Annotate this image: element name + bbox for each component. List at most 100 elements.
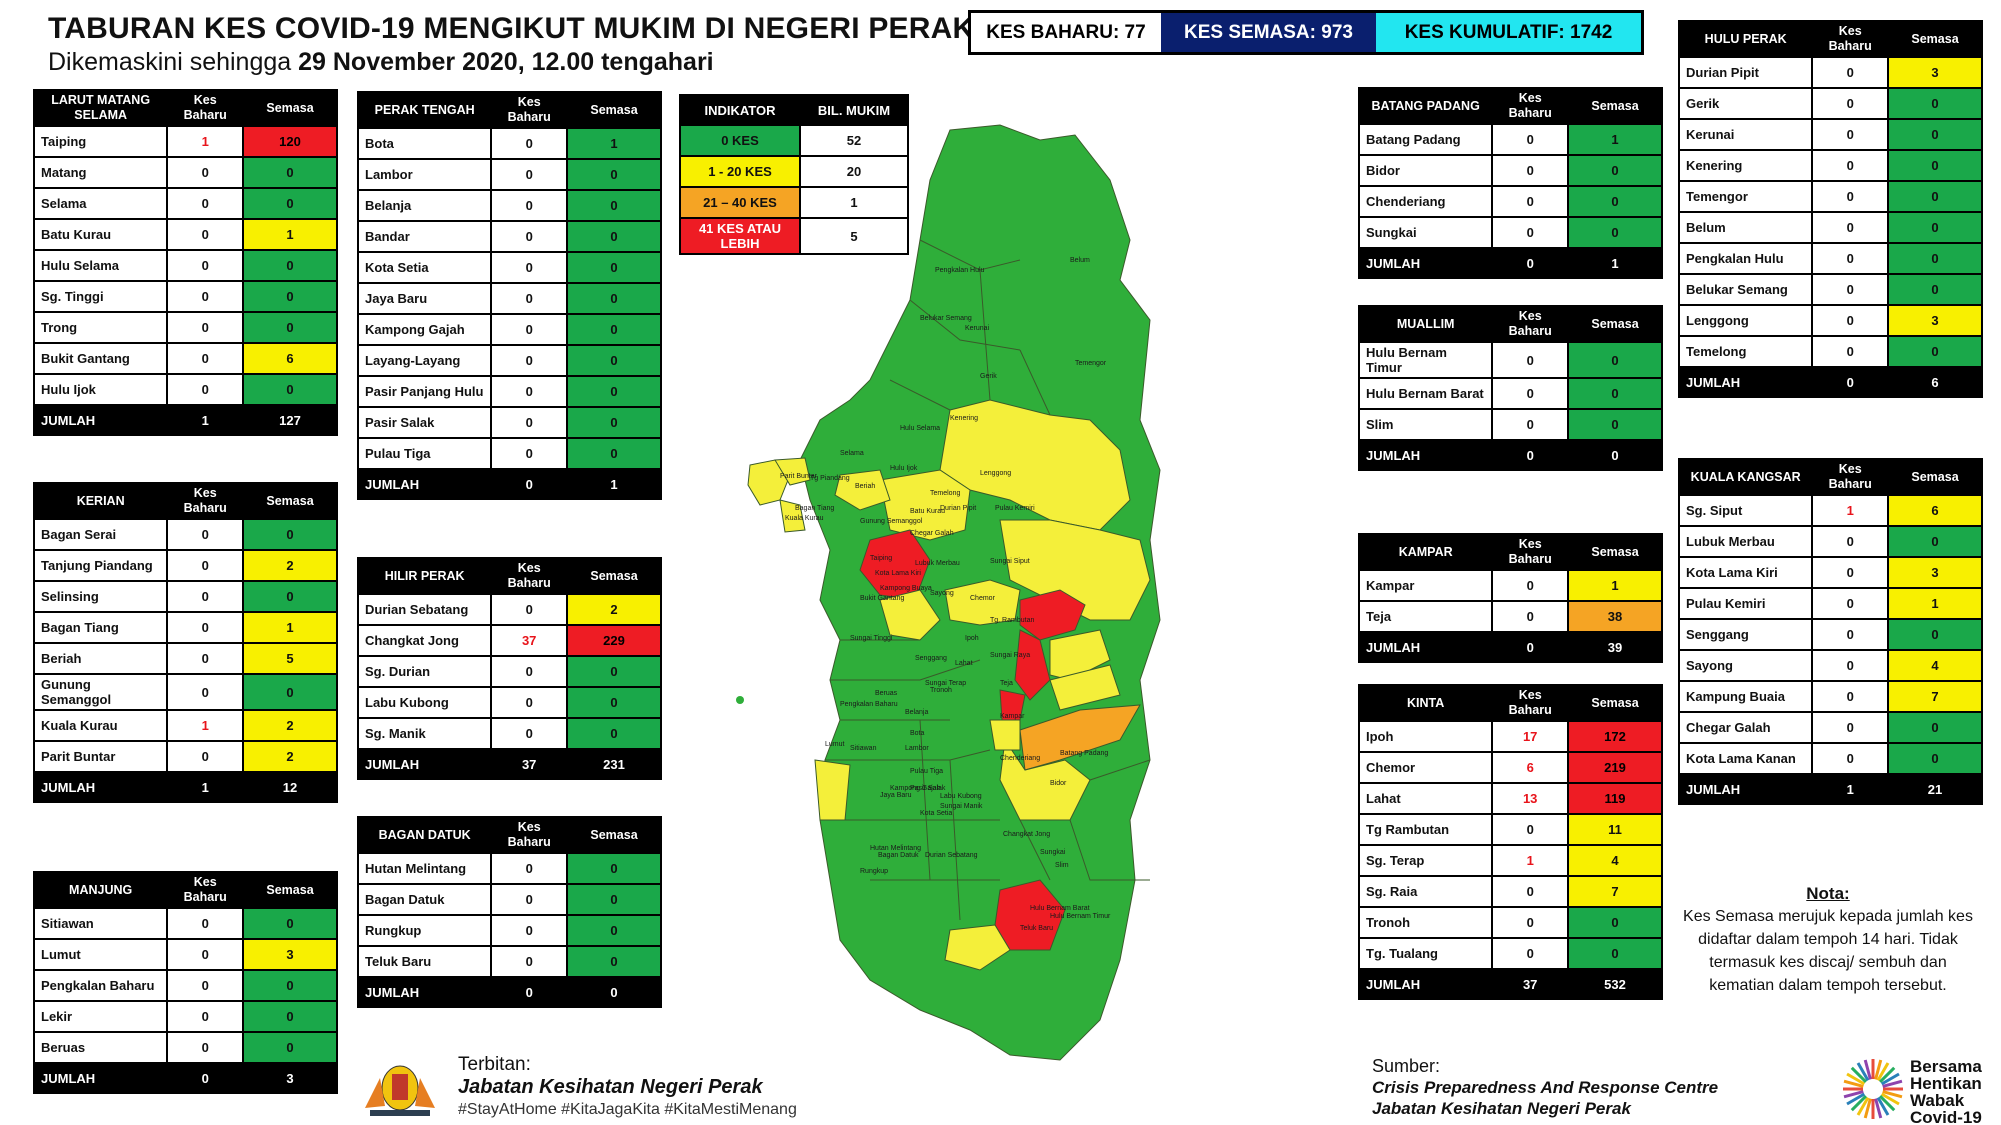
semasa-value: 6 — [242, 342, 338, 375]
total-label: JUMLAH — [1677, 773, 1814, 805]
map-region-bukit-gantang — [879, 589, 941, 641]
semasa-value: 0 — [1887, 742, 1983, 775]
total-semasa: 231 — [566, 748, 662, 780]
sumber-block: Sumber: Crisis Preparedness And Response… — [1372, 1056, 1718, 1119]
terbitan-org: Jabatan Kesihatan Negeri Perak — [458, 1076, 763, 1098]
stat-kes-baharu: KES BAHARU: 77 — [971, 13, 1161, 52]
total-semasa: 127 — [242, 404, 338, 436]
semasa-value: 119 — [1567, 782, 1663, 815]
map-region-tg-piandang — [774, 457, 811, 486]
semasa-value: 0 — [566, 282, 662, 315]
table-row: Sg. Manik 0 0 — [356, 717, 662, 750]
mukim-name: Chemor — [1357, 751, 1494, 784]
map-label: Bukit Gantang — [860, 595, 904, 602]
mukim-name: Kenering — [1677, 149, 1814, 182]
mukim-name: Hutan Melintang — [356, 852, 493, 885]
map-label: Senggang — [915, 655, 947, 662]
table-row: Tronoh 0 0 — [1357, 906, 1663, 939]
table-row: Beriah 0 5 — [32, 642, 338, 675]
table-row: Sg. Durian 0 0 — [356, 655, 662, 688]
map-region-sungai-raya — [1049, 664, 1121, 711]
stat-kes-semasa: KES SEMASA: 973 — [1161, 13, 1376, 52]
semasa-header: Semasa — [566, 816, 662, 854]
mukim-name: Changkat Jong — [356, 624, 493, 657]
mukim-name: Tg. Tualang — [1357, 937, 1494, 970]
table-row: Hulu Bernam Barat 0 0 — [1357, 377, 1663, 410]
kes-baharu-value: 0 — [166, 187, 245, 220]
total-baharu: 0 — [1491, 247, 1570, 279]
map-label: Gerik — [980, 373, 997, 380]
map-label: Lumut — [825, 741, 845, 748]
kes-baharu-value: 0 — [490, 437, 569, 470]
semasa-header: Semasa — [242, 871, 338, 909]
stat-kes-kumulatif: KES KUMULATIF: 1742 — [1376, 13, 1641, 52]
table-hulu-perak: HULU PERAK Kes Baharu Semasa Durian Pipit 0 3… — [1677, 20, 1983, 398]
table-row: Bukit Gantang 0 6 — [32, 342, 338, 375]
mukim-name: Selinsing — [32, 580, 169, 613]
semasa-value: 0 — [242, 673, 338, 711]
map-region-kuala-kurau — [779, 499, 806, 533]
table-row: Bagan Datuk 0 0 — [356, 883, 662, 916]
district-name-header: MUALLIM — [1357, 305, 1494, 343]
kes-baharu-header: Kes Baharu — [166, 482, 245, 520]
map-label: Kenering — [950, 415, 978, 422]
kes-baharu-value: 0 — [490, 127, 569, 160]
table-row: Belanja 0 0 — [356, 189, 662, 222]
kes-baharu-value: 0 — [490, 251, 569, 284]
district-name-header: LARUT MATANG SELAMA — [32, 89, 169, 127]
mukim-name: Pengkalan Hulu — [1677, 242, 1814, 275]
mukim-name: Tanjung Piandang — [32, 549, 169, 582]
mukim-name: Kota Setia — [356, 251, 493, 284]
map-label: Kuala Kurau — [785, 515, 824, 522]
total-label: JUMLAH — [1357, 439, 1494, 471]
mukim-name: Sg. Manik — [356, 717, 493, 750]
table-row: Bidor 0 0 — [1357, 154, 1663, 187]
mukim-name: Bidor — [1357, 154, 1494, 187]
semasa-value: 0 — [566, 406, 662, 439]
table-row: Kampar 0 1 — [1357, 569, 1663, 602]
total-baharu: 1 — [1811, 773, 1890, 805]
mukim-name: Hulu Bernam Barat — [1357, 377, 1494, 410]
sunburst-ray — [1863, 1098, 1872, 1119]
mukim-name: Jaya Baru — [356, 282, 493, 315]
page-subtitle: Dikemaskini sehingga 29 November 2020, 1… — [48, 48, 714, 76]
total-label: JUMLAH — [1357, 247, 1494, 279]
table-row: Kuala Kurau 1 2 — [32, 709, 338, 742]
kes-baharu-header: Kes Baharu — [490, 91, 569, 129]
table-kuala-kangsar: KUALA KANGSAR Kes Baharu Semasa Sg. Siput 1 6… — [1677, 458, 1983, 805]
semasa-value: 0 — [242, 280, 338, 313]
kes-baharu-value: 0 — [166, 280, 245, 313]
table-row: Chenderiang 0 0 — [1357, 185, 1663, 218]
mukim-name: Teluk Baru — [356, 945, 493, 978]
kes-baharu-value: 0 — [166, 218, 245, 251]
map-label: Pengkalan Hulu — [935, 267, 985, 274]
semasa-value: 0 — [242, 187, 338, 220]
indicator-header: INDIKATOR — [679, 94, 801, 126]
kes-baharu-value: 0 — [166, 249, 245, 282]
indicator-count: 52 — [799, 124, 909, 157]
district-name-header: MANJUNG — [32, 871, 169, 909]
sunburst-ray — [1879, 1066, 1896, 1083]
kes-baharu-value: 0 — [166, 342, 245, 375]
mukim-name: Slim — [1357, 408, 1494, 441]
semasa-value: 0 — [566, 717, 662, 750]
mukim-name: Sg. Durian — [356, 655, 493, 688]
map-label: Beruas — [875, 690, 898, 697]
mukim-name: Lubuk Merbau — [1677, 525, 1814, 558]
semasa-value: 2 — [242, 549, 338, 582]
kes-baharu-value: 0 — [166, 156, 245, 189]
kes-baharu-value: 0 — [490, 914, 569, 947]
semasa-value: 3 — [1887, 556, 1983, 589]
district-name-header: KAMPAR — [1357, 533, 1494, 571]
mukim-name: Ipoh — [1357, 720, 1494, 753]
kes-baharu-value: 1 — [1491, 844, 1570, 877]
sunburst-ray — [1863, 1059, 1872, 1080]
kes-baharu-header: Kes Baharu — [1491, 87, 1570, 125]
mukim-name: Kerunai — [1677, 118, 1814, 151]
semasa-value: 0 — [1887, 273, 1983, 306]
map-label: Tg. Rambutan — [990, 617, 1034, 624]
mukim-name: Pasir Panjang Hulu — [356, 375, 493, 408]
table-row: Kota Lama Kiri 0 3 — [1677, 556, 1983, 589]
total-row: JUMLAH 37 532 — [1357, 968, 1663, 1000]
kes-baharu-value: 0 — [166, 549, 245, 582]
